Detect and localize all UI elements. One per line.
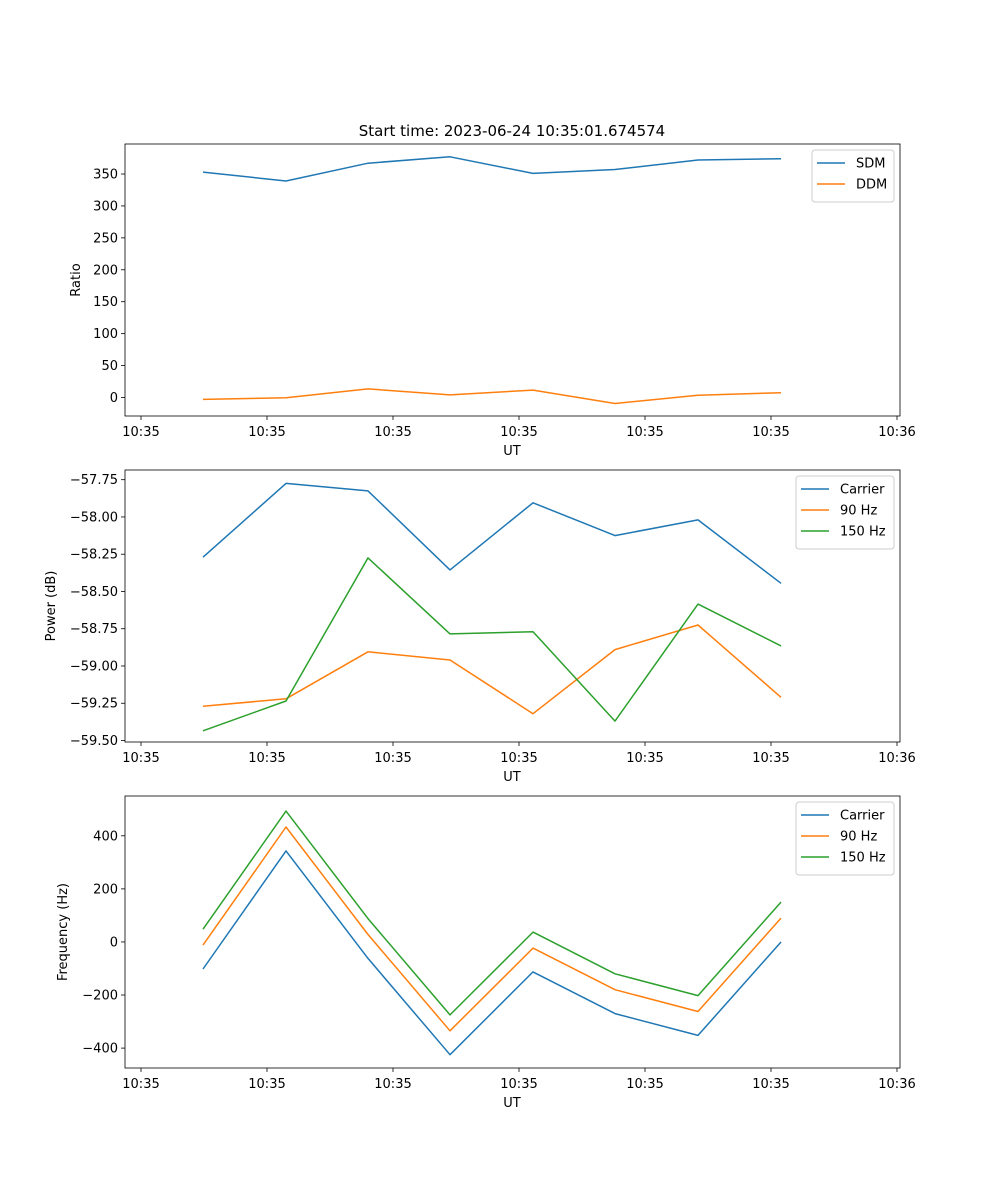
ratio-y-tick-label: 350: [93, 168, 118, 183]
frequency-legend: Carrier 90 Hz 150 Hz: [795, 801, 895, 876]
power-y-tick-label: −59.00: [70, 659, 118, 674]
power-y-tick-label: −58.25: [70, 548, 118, 563]
power-legend-label-150-hz: 150 Hz: [840, 525, 886, 540]
power-y-tick-label: −58.50: [70, 585, 118, 600]
power-panel: 10:35 10:35 10:35 10:35 10:35 10:35 10:36 −59.5…: [44, 469, 916, 785]
power-series-carrier-line: [202, 482, 782, 584]
power-legend-label-90-hz: 90 Hz: [840, 504, 877, 519]
ratio-x-tick-label: 10:35: [122, 425, 159, 440]
frequency-x-tick-label: 10:36: [878, 1077, 915, 1092]
frequency-y-tick-label: −400: [82, 1042, 118, 1057]
power-axes-frame: [124, 469, 901, 743]
ratio-x-axis-label: UT: [503, 444, 521, 459]
power-x-tick-label: 10:35: [122, 751, 159, 766]
ratio-y-tick-label: 50: [101, 359, 118, 374]
power-x-tick-label: 10:35: [752, 751, 789, 766]
ratio-series-ddm-line: [202, 388, 782, 405]
figure-title: Start time: 2023-06-24 10:35:01.674574: [359, 122, 665, 140]
power-y-tick-label: −59.25: [70, 697, 118, 712]
frequency-x-tick-label: 10:35: [626, 1077, 663, 1092]
ratio-x-tick-label: 10:35: [626, 425, 663, 440]
frequency-x-tick-label: 10:35: [500, 1077, 537, 1092]
power-y-tick-label: −58.00: [70, 510, 118, 525]
power-series-150-hz-line: [202, 557, 782, 732]
ratio-y-axis-label: Ratio: [69, 263, 84, 296]
frequency-series-150-hz-line: [202, 810, 782, 1016]
power-x-tick-label: 10:35: [374, 751, 411, 766]
power-y-tick-label: −57.75: [70, 473, 118, 488]
ratio-y-tick-label: 200: [93, 263, 118, 278]
power-y-tick-label: −59.50: [70, 734, 118, 749]
power-legend: Carrier 90 Hz 150 Hz: [795, 475, 895, 550]
power-x-tick-label: 10:35: [248, 751, 285, 766]
ratio-legend-label-sdm: SDM: [856, 157, 885, 172]
ratio-x-tick-label: 10:36: [878, 425, 915, 440]
power-x-tick-label: 10:35: [626, 751, 663, 766]
frequency-y-tick-label: 0: [110, 935, 118, 950]
frequency-y-axis-label: Frequency (Hz): [56, 883, 71, 981]
power-x-tick-label: 10:35: [500, 751, 537, 766]
power-x-tick-label: 10:36: [878, 751, 915, 766]
ratio-panel: 10:35 10:35 10:35 10:35 10:35 10:35 10:36 0 50 10…: [69, 143, 916, 459]
power-y-axis-label: Power (dB): [44, 571, 59, 642]
frequency-x-tick-label: 10:35: [752, 1077, 789, 1092]
ratio-y-tick-label: 0: [110, 391, 118, 406]
frequency-x-tick-label: 10:35: [122, 1077, 159, 1092]
frequency-legend-label-150-hz: 150 Hz: [840, 851, 886, 866]
frequency-x-axis-label: UT: [503, 1096, 521, 1111]
frequency-axes-frame: [124, 795, 901, 1069]
frequency-legend-label-carrier: Carrier: [840, 809, 885, 824]
frequency-legend-label-90-hz: 90 Hz: [840, 830, 877, 845]
frequency-series-90-hz-line: [202, 826, 782, 1032]
ratio-x-tick-label: 10:35: [248, 425, 285, 440]
frequency-panel: 10:35 10:35 10:35 10:35 10:35 10:35 10:36 −400 −…: [56, 795, 916, 1111]
ratio-y-tick-label: 100: [93, 327, 118, 342]
power-x-axis-label: UT: [503, 770, 521, 785]
ratio-y-tick-label: 150: [93, 295, 118, 310]
power-series-90-hz-line: [202, 624, 782, 715]
frequency-x-tick-label: 10:35: [248, 1077, 285, 1092]
ratio-x-tick-label: 10:35: [500, 425, 537, 440]
frequency-y-tick-label: −200: [82, 989, 118, 1004]
ratio-legend-label-ddm: DDM: [856, 178, 887, 193]
ratio-x-tick-label: 10:35: [374, 425, 411, 440]
ratio-y-tick-label: 300: [93, 199, 118, 214]
frequency-x-tick-label: 10:35: [374, 1077, 411, 1092]
power-legend-label-carrier: Carrier: [840, 483, 885, 498]
frequency-series-carrier-line: [202, 850, 782, 1056]
ratio-x-tick-label: 10:35: [752, 425, 789, 440]
ratio-legend: SDM DDM: [811, 149, 895, 203]
frequency-y-tick-label: 200: [93, 882, 118, 897]
ratio-axes-frame: [124, 143, 901, 417]
frequency-y-tick-label: 400: [93, 829, 118, 844]
ratio-y-tick-label: 250: [93, 231, 118, 246]
power-y-tick-label: −58.75: [70, 622, 118, 637]
ratio-series-sdm-line: [202, 156, 782, 182]
